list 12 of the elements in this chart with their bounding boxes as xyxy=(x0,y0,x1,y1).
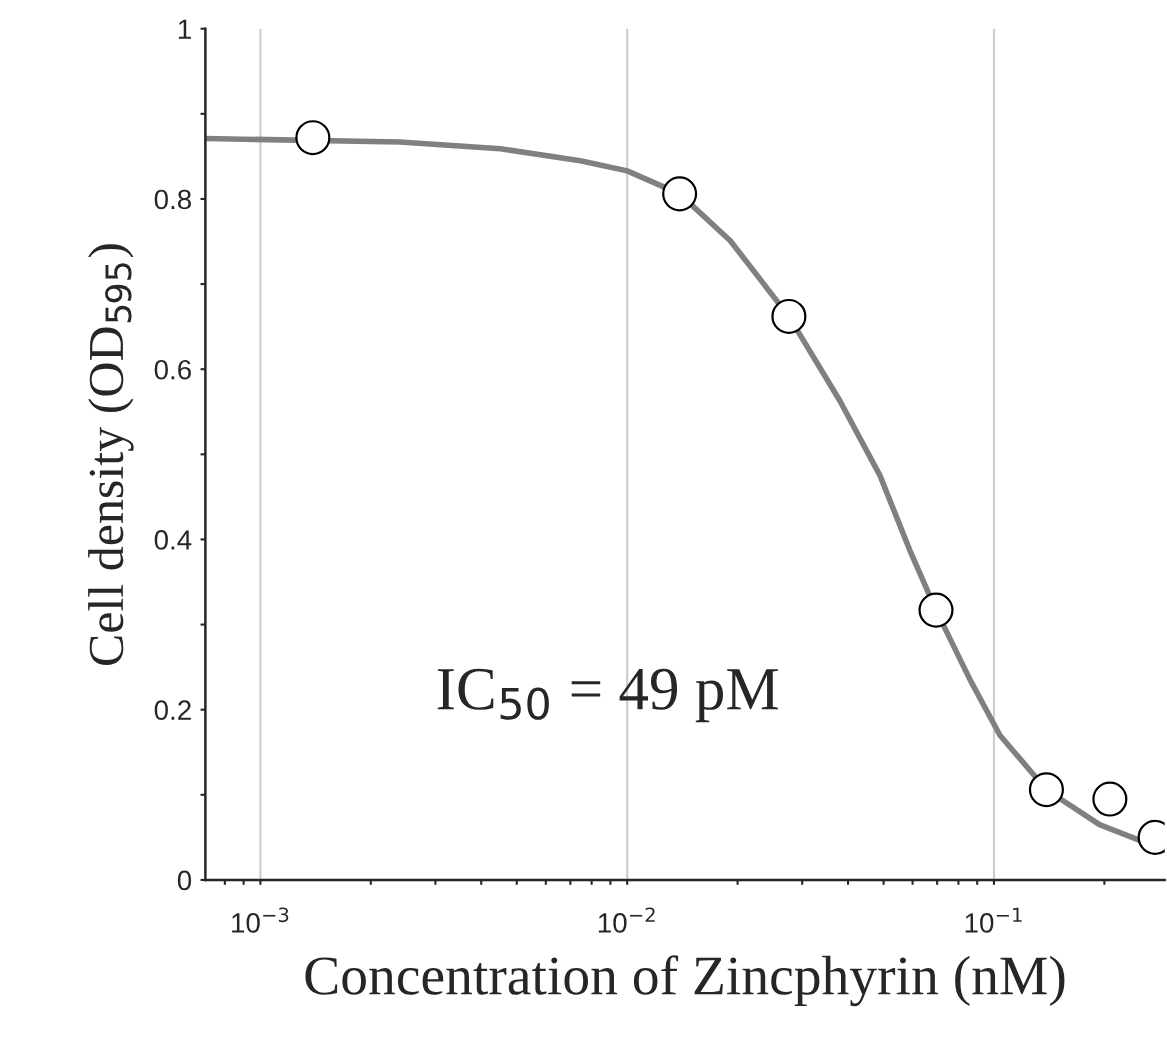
y-tick-label: 0 xyxy=(177,870,192,891)
x-tick-label: 10$^{−1}$ xyxy=(965,907,1022,933)
annotation: IC$_{50}$ = 49 pM xyxy=(437,668,778,723)
x-tick-label: 10$^{−2}$ xyxy=(598,907,655,933)
y-tick-label: 0.4 xyxy=(154,530,192,550)
y-tick-label: 1 xyxy=(178,19,191,39)
y-tick-label: 0.2 xyxy=(154,700,191,721)
x-tick-label: 10$^{−3}$ xyxy=(232,907,289,933)
x-axis-title: Concentration of Zincphyrin (nM) xyxy=(305,955,1065,1007)
y-tick-label: 0.8 xyxy=(154,189,191,210)
y-tick-label: 0.6 xyxy=(154,359,191,380)
y-axis-title: Cell density (OD$_{595}$) xyxy=(88,244,134,666)
